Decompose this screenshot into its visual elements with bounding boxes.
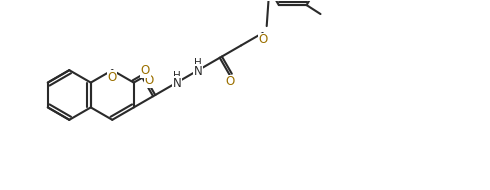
Text: N: N xyxy=(194,65,203,78)
Text: O: O xyxy=(108,71,117,84)
Text: O: O xyxy=(225,75,234,88)
Text: O: O xyxy=(145,74,154,87)
Text: H: H xyxy=(173,71,181,81)
Text: O: O xyxy=(258,33,268,46)
Text: H: H xyxy=(195,58,202,68)
Text: N: N xyxy=(172,77,181,90)
Text: O: O xyxy=(141,64,150,77)
